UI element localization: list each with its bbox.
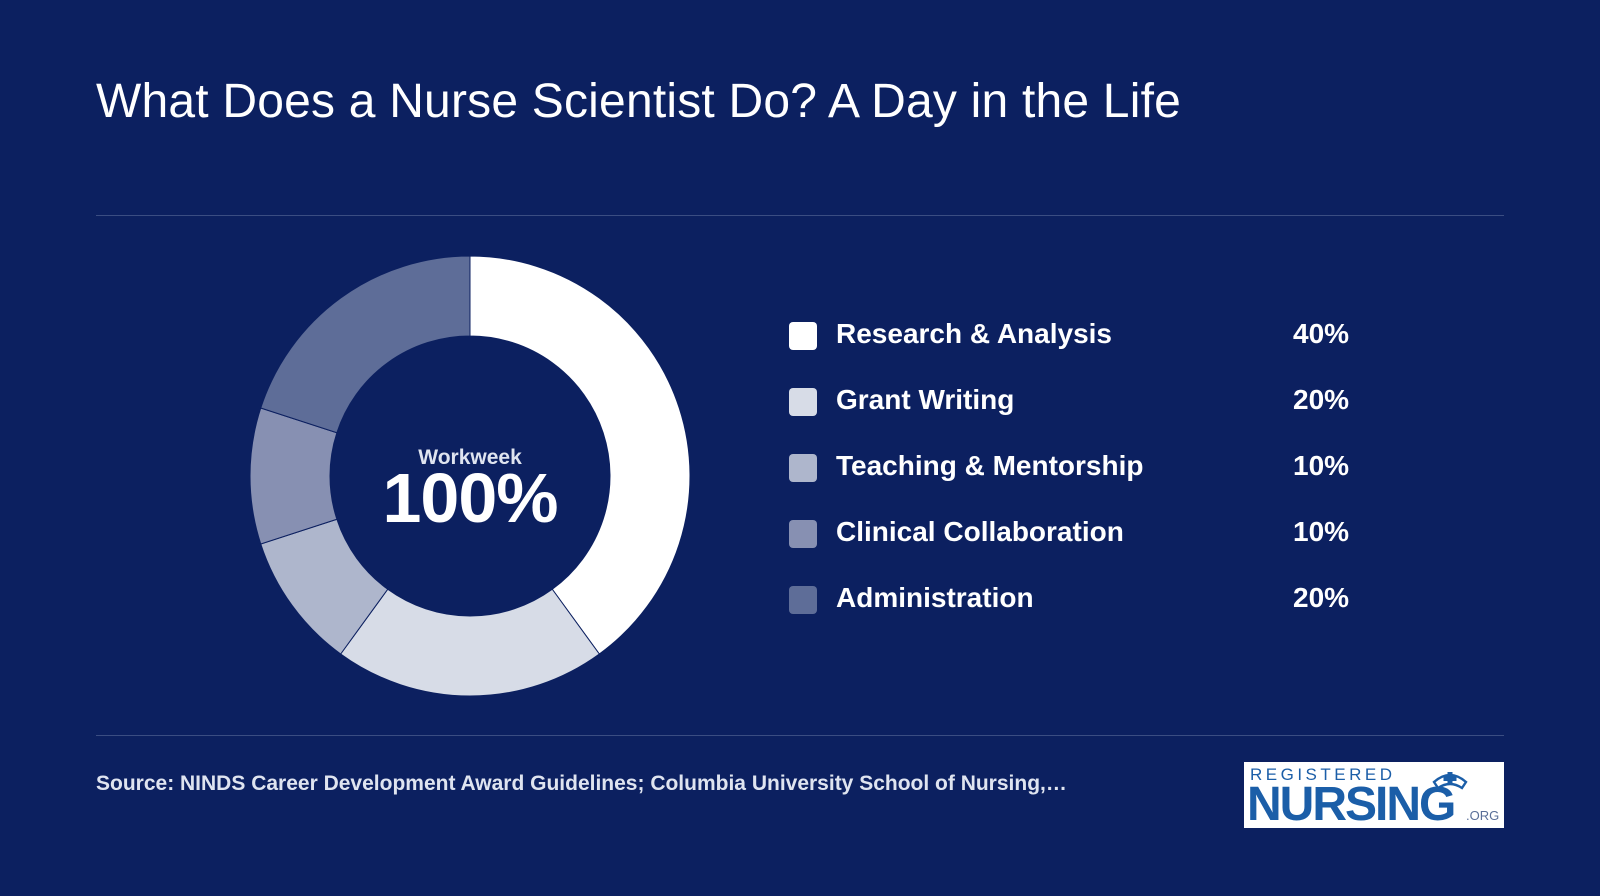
legend-label: Teaching & Mentorship [836, 450, 1144, 481]
legend-label: Clinical Collaboration [836, 516, 1124, 547]
registered-nursing-logo[interactable]: REGISTERED NURSING .ORG [1244, 762, 1504, 828]
legend-swatch [789, 586, 817, 614]
legend-item-research: Research & Analysis 40% [789, 308, 1349, 374]
donut-center-label: Workweek [418, 446, 522, 469]
donut-slice-research-analysis [469, 255, 691, 655]
legend-item-grant-writing: Grant Writing 20% [789, 374, 1349, 440]
legend-label: Grant Writing [836, 384, 1015, 415]
bottom-divider [96, 735, 1504, 736]
legend-item-administration: Administration 20% [789, 572, 1349, 638]
logo-main-text: NURSING [1247, 778, 1456, 828]
nurse-cap-icon [1432, 772, 1468, 790]
legend-value: 20% [1293, 582, 1350, 613]
legend-swatch [789, 388, 817, 416]
top-divider [96, 215, 1504, 216]
legend-item-teaching: Teaching & Mentorship 10% [789, 440, 1349, 506]
donut-slice-grant-writing [339, 588, 601, 697]
legend-swatch [789, 520, 817, 548]
legend-item-clinical: Clinical Collaboration 10% [789, 506, 1349, 572]
legend-label: Administration [836, 582, 1034, 613]
chart-legend: Research & Analysis 40% Grant Writing 20… [789, 308, 1349, 638]
donut-slice-administration [260, 255, 471, 434]
legend-value: 40% [1293, 318, 1350, 349]
legend-value: 10% [1293, 450, 1350, 481]
legend-swatch [789, 322, 817, 350]
donut-center-value: 100% [382, 459, 558, 537]
legend-value: 10% [1293, 516, 1350, 547]
chart-title: What Does a Nurse Scientist Do? A Day in… [96, 75, 1181, 128]
logo-top-text: REGISTERED [1250, 765, 1396, 784]
source-note: Source: NINDS Career Development Award G… [96, 772, 1067, 795]
legend-value: 20% [1293, 384, 1350, 415]
legend-label: Research & Analysis [836, 318, 1112, 349]
legend-swatch [789, 454, 817, 482]
logo-suffix-text: .ORG [1466, 808, 1500, 823]
